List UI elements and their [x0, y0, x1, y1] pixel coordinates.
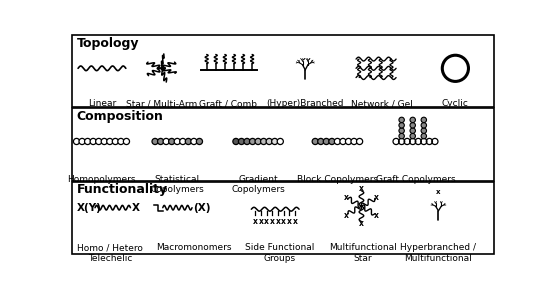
Circle shape	[255, 138, 261, 145]
FancyBboxPatch shape	[72, 35, 494, 107]
Text: x: x	[344, 210, 348, 220]
Text: X: X	[132, 203, 140, 213]
Circle shape	[152, 138, 158, 145]
Text: Gradient
Copolymers: Gradient Copolymers	[231, 174, 285, 194]
Circle shape	[399, 133, 405, 139]
Text: Cyclic: Cyclic	[442, 99, 469, 108]
Text: Network / Gel: Network / Gel	[351, 99, 413, 108]
Text: Graft Copolymers: Graft Copolymers	[376, 174, 455, 184]
Circle shape	[357, 138, 363, 145]
Circle shape	[250, 138, 256, 145]
Text: x: x	[287, 217, 292, 226]
Circle shape	[323, 138, 330, 145]
Text: Functionality: Functionality	[77, 183, 168, 196]
Text: (Hyper)Branched: (Hyper)Branched	[267, 99, 344, 108]
Circle shape	[421, 117, 427, 123]
Text: Homo / Hetero
Telechelic: Homo / Hetero Telechelic	[77, 243, 144, 263]
Circle shape	[180, 138, 186, 145]
Circle shape	[261, 138, 267, 145]
Circle shape	[312, 138, 319, 145]
Text: x: x	[264, 217, 269, 226]
Circle shape	[163, 138, 169, 145]
Text: x: x	[436, 189, 440, 195]
Circle shape	[79, 138, 85, 145]
FancyBboxPatch shape	[72, 181, 494, 254]
Text: Side Functional
Groups: Side Functional Groups	[245, 243, 315, 263]
Circle shape	[168, 138, 175, 145]
Text: Block Copolymers: Block Copolymers	[297, 174, 378, 184]
Text: x: x	[270, 217, 275, 226]
Text: Star / Multi-Arm: Star / Multi-Arm	[126, 99, 197, 108]
Text: (X): (X)	[194, 203, 211, 213]
Circle shape	[346, 138, 352, 145]
Circle shape	[340, 138, 346, 145]
Text: x: x	[374, 193, 379, 202]
Circle shape	[233, 138, 239, 145]
Circle shape	[174, 138, 181, 145]
Text: Topology: Topology	[77, 37, 139, 50]
Text: Statistical
Copolymers: Statistical Copolymers	[150, 174, 204, 194]
Text: Macromonomers: Macromonomers	[156, 243, 231, 252]
Text: x: x	[275, 217, 280, 226]
Circle shape	[118, 138, 124, 145]
Text: Linear: Linear	[88, 99, 117, 108]
Text: Homopolymers: Homopolymers	[67, 174, 136, 184]
Circle shape	[410, 133, 416, 139]
Text: x: x	[282, 217, 286, 226]
Circle shape	[123, 138, 130, 145]
Circle shape	[410, 128, 416, 133]
Text: x: x	[253, 217, 258, 226]
Circle shape	[410, 117, 416, 123]
Circle shape	[244, 138, 250, 145]
Circle shape	[238, 138, 245, 145]
Text: x: x	[374, 210, 379, 220]
Text: x: x	[359, 219, 364, 228]
Text: X(Y): X(Y)	[77, 203, 102, 213]
Text: x: x	[293, 217, 298, 226]
Circle shape	[399, 117, 405, 123]
Circle shape	[421, 128, 427, 133]
Text: x: x	[344, 193, 348, 202]
Circle shape	[421, 123, 427, 128]
Circle shape	[84, 138, 91, 145]
Circle shape	[101, 138, 107, 145]
Text: Composition: Composition	[77, 110, 163, 123]
Circle shape	[107, 138, 113, 145]
Circle shape	[351, 138, 357, 145]
Circle shape	[95, 138, 102, 145]
Circle shape	[90, 138, 96, 145]
Text: Multifunctional
Star: Multifunctional Star	[329, 243, 397, 263]
Circle shape	[277, 138, 283, 145]
Circle shape	[157, 138, 164, 145]
Circle shape	[73, 138, 79, 145]
Text: Graft / Comb: Graft / Comb	[199, 99, 257, 108]
Text: Hyperbranched /
Multifunctional: Hyperbranched / Multifunctional	[400, 243, 476, 263]
Circle shape	[335, 138, 341, 145]
Circle shape	[399, 123, 405, 128]
Circle shape	[410, 123, 416, 128]
Circle shape	[185, 138, 192, 145]
Circle shape	[191, 138, 197, 145]
Circle shape	[112, 138, 119, 145]
Circle shape	[329, 138, 335, 145]
Circle shape	[399, 128, 405, 133]
Circle shape	[197, 138, 203, 145]
Circle shape	[318, 138, 324, 145]
Circle shape	[272, 138, 278, 145]
FancyBboxPatch shape	[72, 108, 494, 181]
Text: x: x	[258, 217, 263, 226]
Text: x: x	[359, 184, 364, 193]
Circle shape	[266, 138, 272, 145]
Circle shape	[421, 133, 427, 139]
